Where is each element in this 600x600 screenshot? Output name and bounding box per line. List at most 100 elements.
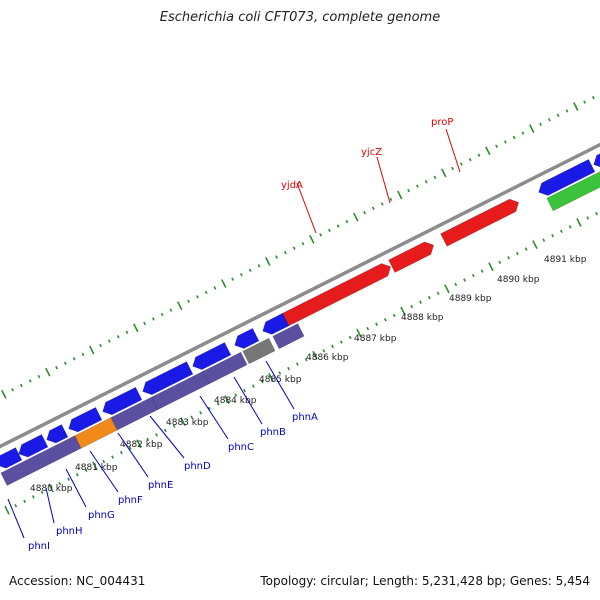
inner-tick xyxy=(40,490,44,495)
inner-tick xyxy=(84,468,88,473)
outer-tick xyxy=(591,95,595,100)
cds-block xyxy=(538,158,596,196)
gene-label-phnG: phnG xyxy=(88,510,115,521)
outer-tick xyxy=(319,233,322,237)
outer-tick xyxy=(301,242,305,246)
rna-block xyxy=(74,417,118,449)
inner-tick xyxy=(331,344,334,349)
outer-tick xyxy=(468,157,472,162)
scale-label: 4884 kbp xyxy=(214,396,257,406)
gene-label-proP: proP xyxy=(431,117,453,128)
scale-label: 4882 kbp xyxy=(120,440,163,450)
outer-tick xyxy=(451,166,454,171)
gene-label-phnD: phnD xyxy=(184,461,211,472)
outer-tick xyxy=(160,312,164,317)
outer-tick xyxy=(195,295,199,299)
outer-tick xyxy=(407,188,410,193)
scale-label: 4885 kbp xyxy=(259,375,302,385)
feature-track xyxy=(0,153,600,486)
outer-tick xyxy=(353,212,359,222)
inner-tick xyxy=(287,366,290,371)
inner-tick xyxy=(392,313,396,318)
inner-tick xyxy=(190,415,194,419)
outer-tick xyxy=(363,211,366,215)
accession-text: Accession: NC_004431 xyxy=(9,574,146,588)
scale-label: 4883 kbp xyxy=(166,418,209,428)
inner-tick xyxy=(551,234,554,238)
inner-tick xyxy=(356,328,362,338)
outer-tick-ring xyxy=(1,95,595,399)
outer-tick xyxy=(441,168,447,178)
outer-tick xyxy=(556,113,560,118)
outer-tick xyxy=(433,175,437,180)
inner-tick xyxy=(471,273,475,278)
label-leader xyxy=(65,468,87,508)
inner-tick xyxy=(454,282,458,287)
inner-tick xyxy=(419,300,422,304)
inner-tick xyxy=(410,304,414,309)
inner-tick xyxy=(586,216,590,220)
inner-tick xyxy=(339,340,343,344)
inner-tick xyxy=(480,269,484,273)
cds-block xyxy=(0,447,23,469)
feature-block xyxy=(202,351,248,385)
cds-block xyxy=(593,153,600,168)
scale-label: 4891 kbp xyxy=(544,255,587,265)
cds-block xyxy=(234,327,260,349)
outer-tick xyxy=(565,109,569,113)
inner-tick xyxy=(524,247,528,251)
inner-tick xyxy=(216,402,220,406)
outer-tick xyxy=(231,277,234,281)
scale-label: 4887 kbp xyxy=(354,334,397,344)
label-leader xyxy=(89,450,119,493)
outer-tick xyxy=(116,334,120,339)
inner-tick xyxy=(488,262,494,272)
inner-tick xyxy=(515,251,519,256)
inner-tick xyxy=(576,218,582,227)
outer-tick xyxy=(63,361,67,365)
inner-tick xyxy=(312,350,318,360)
inner-tick xyxy=(507,256,510,260)
inner-tick xyxy=(75,473,79,477)
inner-tick xyxy=(568,225,572,229)
outer-tick xyxy=(336,224,340,228)
outer-tick xyxy=(99,343,102,348)
cds-block xyxy=(68,406,103,433)
outer-tick xyxy=(292,246,296,250)
cds-block xyxy=(192,342,232,370)
outer-tick xyxy=(37,374,41,379)
outer-tick xyxy=(371,206,375,211)
scale-labels: 4880 kbp 4881 kbp 4882 kbp 4883 kbp 4884 kbp… xyxy=(30,255,587,494)
inner-tick xyxy=(463,278,466,282)
outer-tick xyxy=(257,264,261,268)
scale-label: 4886 kbp xyxy=(306,353,349,363)
inner-tick xyxy=(400,306,406,316)
gene-label-phnB: phnB xyxy=(260,427,286,438)
cds-block xyxy=(142,361,194,396)
inner-tick xyxy=(268,372,274,382)
label-leader xyxy=(149,415,185,459)
inner-tick xyxy=(172,424,176,428)
inner-tick xyxy=(163,428,167,433)
label-leader xyxy=(445,128,461,173)
outer-tick xyxy=(389,197,393,202)
outer-tick xyxy=(327,228,331,233)
gene-label-yjdA: yjdA xyxy=(281,180,303,191)
outer-tick xyxy=(133,323,139,333)
outer-tick xyxy=(397,190,403,200)
scale-label: 4890 kbp xyxy=(497,275,540,285)
inner-tick xyxy=(383,318,387,322)
inner-tick xyxy=(366,326,370,331)
inner-tick xyxy=(436,291,440,295)
outer-tick xyxy=(547,118,551,122)
outer-tick xyxy=(213,286,217,290)
feature-block xyxy=(272,323,305,350)
outer-tick xyxy=(583,100,586,104)
inner-tick xyxy=(322,349,326,353)
scale-label: 4888 kbp xyxy=(401,313,444,323)
inner-tick xyxy=(4,505,10,515)
inner-tick xyxy=(595,211,598,216)
gene-label-phnA: phnA xyxy=(292,412,318,423)
inner-tick xyxy=(146,437,150,442)
label-leader xyxy=(7,498,25,539)
